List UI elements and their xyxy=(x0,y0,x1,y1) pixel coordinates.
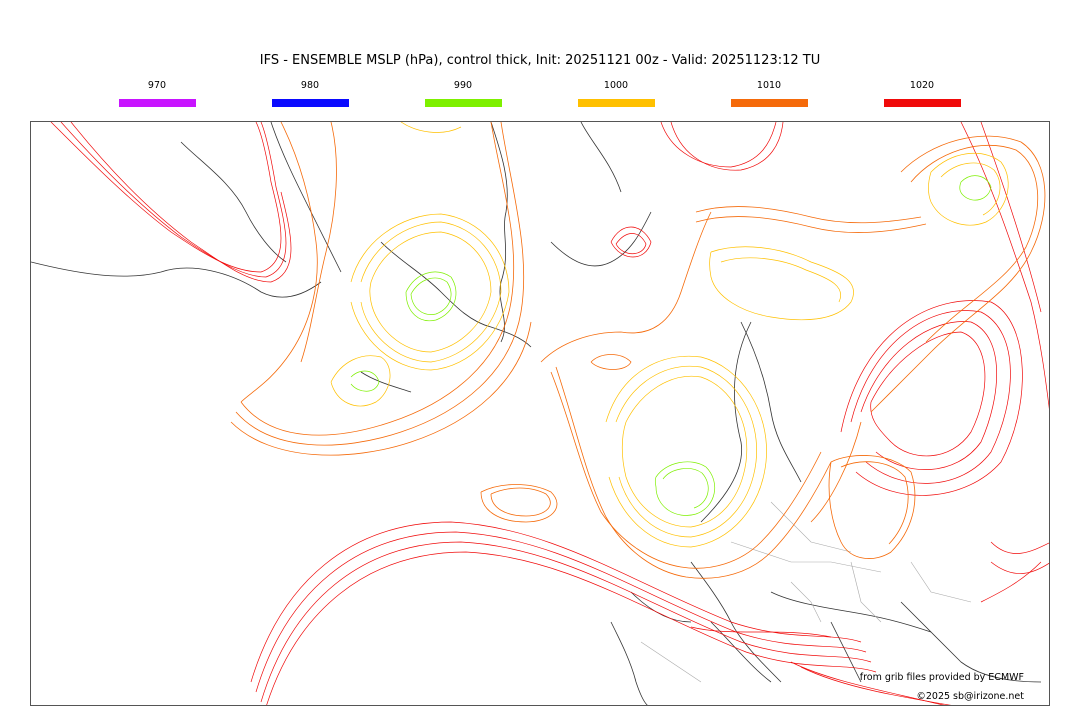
country-borders xyxy=(640,501,972,683)
isobars-1000 xyxy=(330,122,1009,548)
data-source-credit: from grib files provided by ECMWF xyxy=(859,672,1024,683)
legend-item-1000: 1000 xyxy=(576,80,656,107)
isobars-1020 xyxy=(50,122,1049,705)
legend-item-1020: 1020 xyxy=(882,80,962,107)
coastlines xyxy=(31,122,1042,705)
legend-label: 980 xyxy=(300,80,320,91)
legend-swatch xyxy=(424,99,502,107)
legend-label: 1020 xyxy=(909,80,935,91)
legend-label: 970 xyxy=(147,80,167,91)
map-title: IFS - ENSEMBLE MSLP (hPa), control thick… xyxy=(259,53,821,68)
legend-item-990: 990 xyxy=(423,80,503,107)
legend-item-970: 970 xyxy=(117,80,197,107)
legend-swatch xyxy=(883,99,961,107)
legend-item-1010: 1010 xyxy=(729,80,809,107)
isobars-990 xyxy=(350,175,992,516)
legend-swatch xyxy=(577,99,655,107)
legend-label: 990 xyxy=(453,80,473,91)
legend-swatch xyxy=(118,99,196,107)
legend-label: 1010 xyxy=(756,80,782,91)
copyright-credit: ©2025 sb@irizone.net xyxy=(916,691,1024,702)
ensemble-mslp-map xyxy=(30,121,1050,706)
legend-swatch xyxy=(271,99,349,107)
isobars-1010 xyxy=(230,122,1046,579)
legend-swatch xyxy=(730,99,808,107)
map-canvas xyxy=(31,122,1049,705)
legend-item-980: 980 xyxy=(270,80,350,107)
legend-label: 1000 xyxy=(603,80,629,91)
